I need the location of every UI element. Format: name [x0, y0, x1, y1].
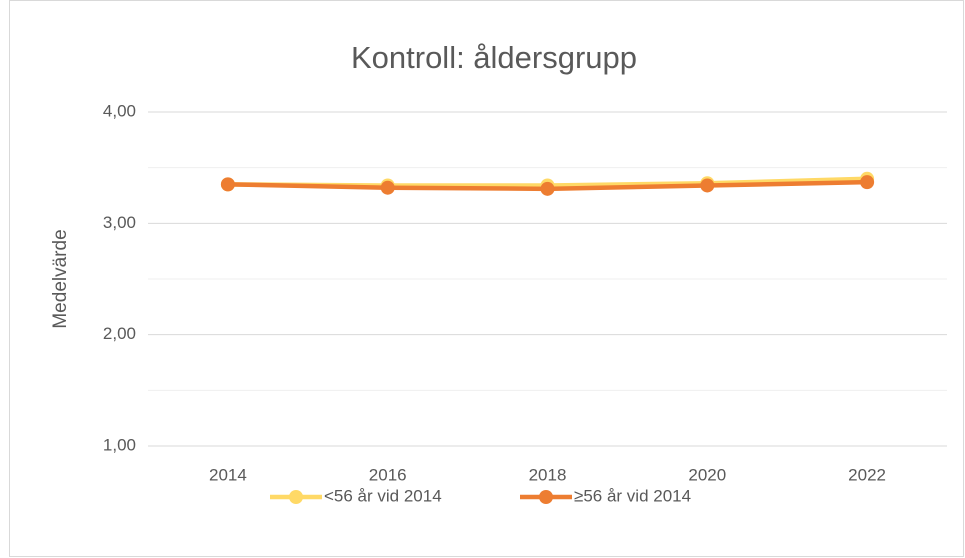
y-tick-label: 3,00 — [103, 213, 136, 232]
x-tick-label: 2016 — [369, 465, 407, 484]
x-tick-label: 2014 — [209, 465, 247, 484]
chart-title: Kontroll: åldersgrupp — [351, 40, 637, 75]
point — [380, 180, 395, 195]
x-tick-label: 2020 — [688, 465, 726, 484]
point — [220, 177, 235, 192]
y-tick-label: 1,00 — [103, 435, 136, 454]
legend-marker — [289, 490, 303, 504]
legend-marker — [539, 490, 553, 504]
point — [540, 181, 555, 196]
x-tick-label: 2018 — [529, 465, 567, 484]
point — [700, 178, 715, 193]
y-axis-label: Medelvärde — [50, 229, 71, 328]
legend-label: <56 år vid 2014 — [324, 486, 442, 505]
y-tick-label: 4,00 — [103, 101, 136, 120]
y-tick-label: 2,00 — [103, 324, 136, 343]
x-tick-label: 2022 — [848, 465, 886, 484]
point — [860, 175, 875, 190]
legend-label: ≥56 år vid 2014 — [574, 486, 691, 505]
